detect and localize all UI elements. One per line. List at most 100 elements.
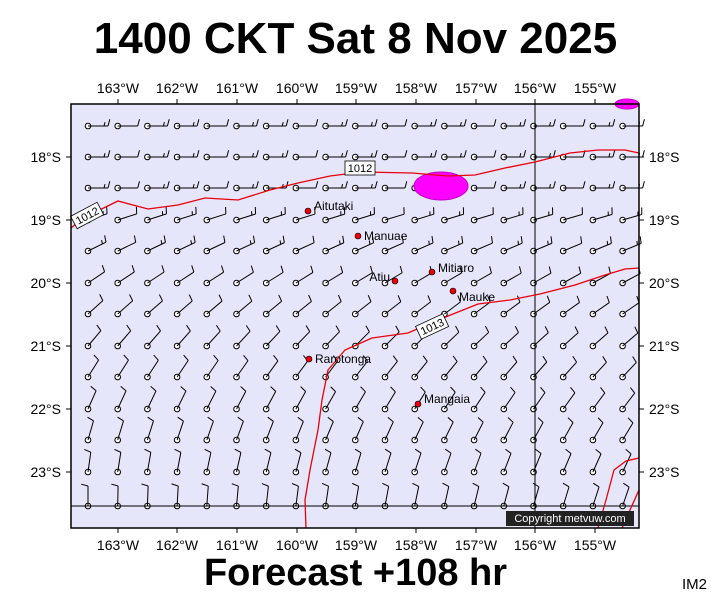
wind-barb xyxy=(500,150,527,161)
isobar-1013 xyxy=(304,267,640,529)
wind-barb xyxy=(381,416,394,444)
map-frame xyxy=(70,103,640,529)
lat-label-right: 19°S xyxy=(649,212,680,228)
wind-barb xyxy=(114,294,134,318)
wind-barb xyxy=(173,150,200,161)
wind-barb xyxy=(470,207,494,224)
wind-barb xyxy=(173,206,197,224)
wind-barb xyxy=(292,448,302,476)
wind-barb xyxy=(559,236,583,255)
wind-barb xyxy=(411,295,432,318)
lon-label-top: 161°W xyxy=(216,80,259,96)
lon-label-bottom: 155°W xyxy=(574,537,617,553)
wind-barb xyxy=(203,265,225,287)
wind-barb xyxy=(262,325,281,350)
wind-barb xyxy=(262,235,285,255)
wind-barb xyxy=(144,265,165,287)
lat-label-right: 20°S xyxy=(649,275,680,291)
wind-barb xyxy=(292,386,307,413)
wind-barb xyxy=(411,119,437,130)
wind-barb xyxy=(589,326,609,350)
wind-barb xyxy=(292,119,319,130)
wind-barb xyxy=(381,181,408,192)
wind-barb xyxy=(203,294,223,318)
wind-barb xyxy=(619,448,632,476)
svg-text:Atiu: Atiu xyxy=(369,270,390,284)
wind-barb xyxy=(352,416,364,444)
wind-barb xyxy=(322,119,348,130)
wind-barb xyxy=(411,355,428,381)
lat-label-left: 22°S xyxy=(30,401,61,417)
wind-barb xyxy=(470,386,486,413)
wind-barb xyxy=(619,295,640,318)
wind-barb xyxy=(619,356,637,381)
wind-barb xyxy=(381,150,408,161)
wind-barb xyxy=(84,181,111,192)
lon-label-top: 158°W xyxy=(395,80,438,96)
wind-barb xyxy=(441,119,467,130)
wind-barb xyxy=(262,265,284,287)
wind-barb xyxy=(203,354,219,381)
wind-barb xyxy=(144,181,170,192)
wind-barb xyxy=(173,448,182,476)
wind-barb xyxy=(589,387,606,413)
precip-blob xyxy=(413,171,469,201)
lon-label-top: 159°W xyxy=(335,80,378,96)
axis-ticks: 163°W 163°W 162°W 162°W 161°W 161°W 160°W 160°W… xyxy=(30,80,679,553)
wind-barb xyxy=(589,236,612,255)
wind-barb xyxy=(114,448,122,476)
svg-text:1012: 1012 xyxy=(348,163,372,175)
wind-barb xyxy=(322,448,332,476)
wind-barb xyxy=(144,235,166,255)
wind-barb xyxy=(619,326,639,350)
wind-barb xyxy=(322,181,348,192)
wind-barb xyxy=(292,235,315,255)
wind-barb xyxy=(262,416,274,444)
wind-barb xyxy=(144,294,163,318)
lon-label-top: 160°W xyxy=(276,80,319,96)
wind-barb xyxy=(262,355,279,381)
wind-barb xyxy=(262,119,289,130)
svg-text:Rarotonga: Rarotonga xyxy=(315,352,371,366)
wind-barb xyxy=(114,265,135,287)
wind-barb xyxy=(322,386,337,413)
wind-barb xyxy=(144,354,159,381)
wind-barb xyxy=(203,181,230,192)
wind-barb xyxy=(352,181,378,192)
wind-barb xyxy=(619,387,636,413)
wind-barb xyxy=(322,235,345,255)
wind-barb xyxy=(262,181,289,192)
wind-barb xyxy=(84,354,100,381)
wind-barb xyxy=(559,387,576,413)
image-code: IM2 xyxy=(681,576,707,593)
wind-barb xyxy=(470,181,497,192)
wind-barb xyxy=(381,386,396,413)
wind-barb xyxy=(173,119,200,130)
wind-barb xyxy=(144,324,161,350)
lat-label-left: 23°S xyxy=(30,464,61,480)
wind-barb xyxy=(352,119,378,130)
wind-barb xyxy=(114,181,140,192)
wind-barb xyxy=(589,150,616,161)
wind-barb xyxy=(352,294,372,318)
wind-barb xyxy=(233,386,247,413)
wind-barb xyxy=(292,325,311,350)
wind-barb xyxy=(441,355,458,381)
isobar-label-1012-top: 1012 xyxy=(344,160,376,176)
wind-barb xyxy=(322,294,342,318)
island-manuae xyxy=(354,232,362,240)
island-atiu xyxy=(391,277,399,285)
wind-barb xyxy=(144,119,170,130)
wind-barb xyxy=(441,386,456,413)
wind-barb xyxy=(530,482,540,510)
wind-barb xyxy=(589,266,611,287)
svg-text:Mitiaro: Mitiaro xyxy=(438,261,474,275)
wind-barb xyxy=(559,207,583,224)
wind-barb xyxy=(500,236,523,255)
island-mangaia xyxy=(414,400,422,408)
wind-barb xyxy=(470,119,497,130)
wind-barb xyxy=(500,417,514,444)
wind-barb xyxy=(203,150,230,161)
wind-barbs xyxy=(81,119,645,510)
